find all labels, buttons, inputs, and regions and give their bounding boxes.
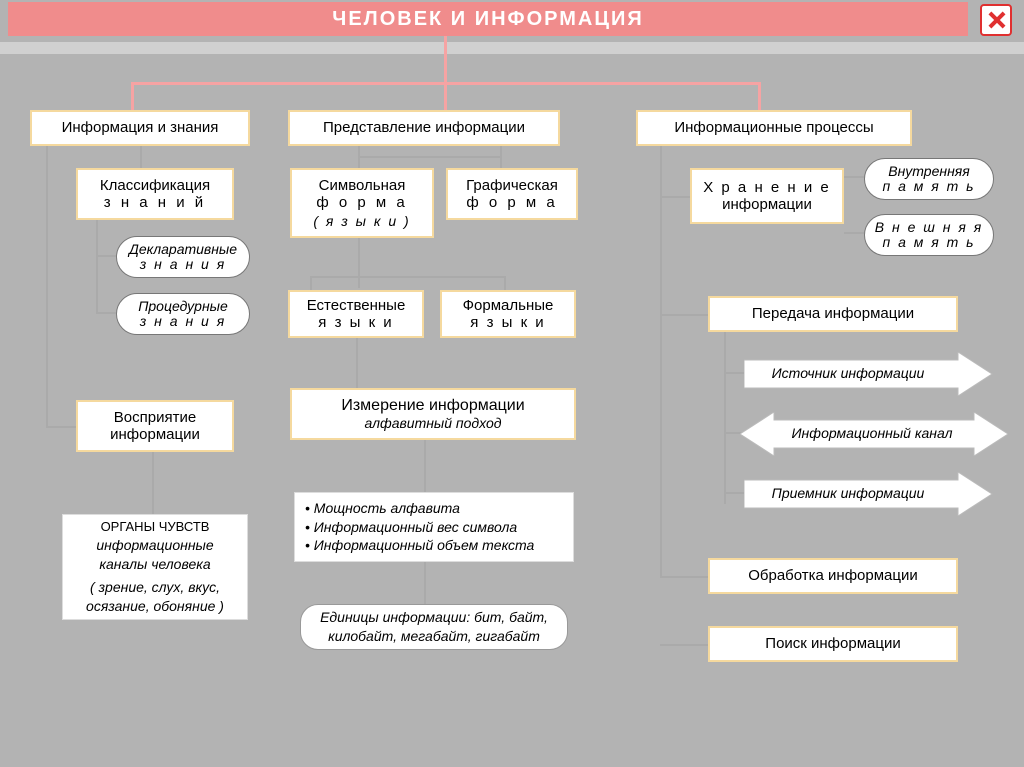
search-box: Поиск информации (708, 626, 958, 662)
storage-box: Х р а н е н и е информации (690, 168, 844, 224)
receiver-label: Приемник информации (748, 482, 948, 504)
units-pill: Единицы информации: бит, байт, килобайт,… (300, 604, 568, 650)
organs-box: ОРГАНЫ ЧУВСТВ информационные каналы чело… (62, 514, 248, 620)
transfer-box: Передача информации (708, 296, 958, 332)
branch-1-label: Информация и знания (62, 119, 219, 136)
measurement-box: Измерение информации алфавитный подход (290, 388, 576, 440)
outer-mem-pill: В н е ш н я я п а м я т ь (864, 214, 994, 256)
branch-2-label: Представление информации (323, 119, 525, 136)
branch-3-label: Информационные процессы (674, 119, 873, 136)
natural-lang-box: Естественные я з ы к и (288, 290, 424, 338)
branch-info-knowledge: Информация и знания (30, 110, 250, 146)
close-icon[interactable] (980, 4, 1012, 36)
branch-processes: Информационные процессы (636, 110, 912, 146)
channel-label: Информационный канал (760, 422, 984, 444)
inner-mem-pill: Внутренняя п а м я т ь (864, 158, 994, 200)
procedural-pill: Процедурные з н а н и я (116, 293, 250, 335)
source-label: Источник информации (748, 362, 948, 384)
processing-box: Обработка информации (708, 558, 958, 594)
ruler-bar (0, 42, 1024, 54)
perception-box: Восприятие информации (76, 400, 234, 452)
header-title: ЧЕЛОВЕК И ИНФОРМАЦИЯ (332, 8, 643, 31)
branch-representation: Представление информации (288, 110, 560, 146)
page-header: ЧЕЛОВЕК И ИНФОРМАЦИЯ (8, 2, 968, 36)
classification-box: Классификация з н а н и й (76, 168, 234, 220)
symbolic-form-box: Символьная ф о р м а ( я з ы к и ) (290, 168, 434, 238)
graphic-form-box: Графическая ф о р м а (446, 168, 578, 220)
bullets-box: • Мощность алфавита • Информационный вес… (294, 492, 574, 562)
formal-lang-box: Формальные я з ы к и (440, 290, 576, 338)
declarative-pill: Декларативные з н а н и я (116, 236, 250, 278)
